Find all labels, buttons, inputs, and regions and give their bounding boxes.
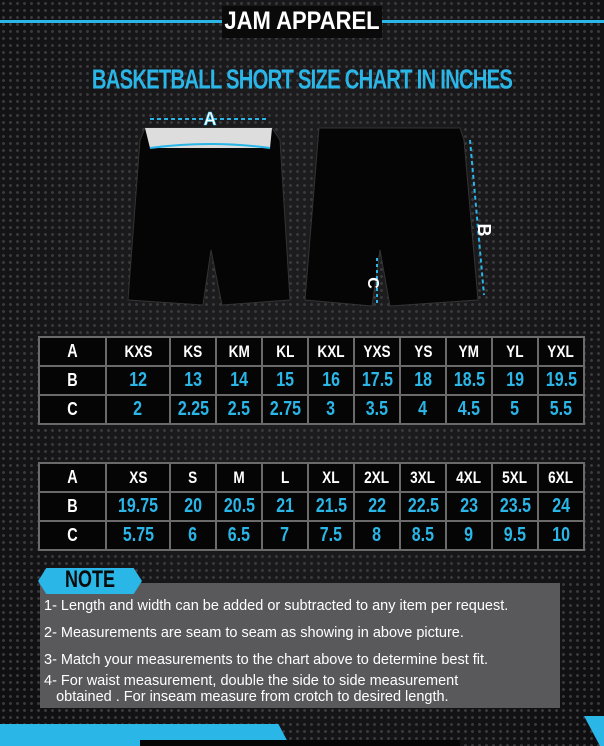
measurement-cell: 18.5 <box>445 365 493 396</box>
measurement-cell: 15 <box>261 365 309 396</box>
size-cell: KS <box>169 336 217 367</box>
measure-b-line <box>469 139 485 296</box>
size-table-adult: A XS S M L XL 2XL 3XL 4XL 5XL 6XL B 19.75 20 20.5 21 21.… <box>38 462 585 551</box>
measurement-cell: 22.5 <box>399 491 447 522</box>
measurement-cell: 20.5 <box>215 491 263 522</box>
brand-title: JAM APPAREL <box>224 6 380 35</box>
measurement-cell: 4 <box>399 394 447 425</box>
measurement-cell: 7.5 <box>307 520 355 551</box>
decor-bar <box>140 740 460 746</box>
size-cell: S <box>169 462 217 493</box>
measurement-cell: 13 <box>169 365 217 396</box>
measurement-cell: 16 <box>307 365 355 396</box>
measurement-cell: 19.5 <box>537 365 585 396</box>
note-label: NOTE <box>64 566 115 593</box>
size-cell: YM <box>445 336 493 367</box>
size-cell: XL <box>307 462 355 493</box>
size-cell: KXL <box>307 336 355 367</box>
table-row: C 5.75 6 6.5 7 7.5 8 8.5 9 9.5 10 <box>38 520 585 551</box>
measurement-cell: 8 <box>353 520 401 551</box>
label-b: B <box>474 224 494 237</box>
measurement-cell: 2 <box>105 394 171 425</box>
measurement-cell: 19.75 <box>105 491 171 522</box>
divider <box>0 20 230 23</box>
divider <box>374 20 604 23</box>
measurement-cell: 19 <box>491 365 539 396</box>
measurement-cell: 21.5 <box>307 491 355 522</box>
table-row: A KXS KS KM KL KXL YXS YS YM YL YXL <box>38 336 585 367</box>
measurement-cell: 17.5 <box>353 365 401 396</box>
label-c: C <box>364 277 381 289</box>
measurement-cell: 2.25 <box>169 394 217 425</box>
size-cell: KL <box>261 336 309 367</box>
size-cell: KM <box>215 336 263 367</box>
measurement-cell: 24 <box>537 491 585 522</box>
measurement-cell: 9 <box>445 520 493 551</box>
table-row: B 19.75 20 20.5 21 21.5 22 22.5 23 23.5 24 <box>38 491 585 522</box>
measurement-cell: 2.75 <box>261 394 309 425</box>
measurement-cell: 18 <box>399 365 447 396</box>
measurement-cell: 2.5 <box>215 394 263 425</box>
measurement-cell: 8.5 <box>399 520 447 551</box>
measurement-cell: 20 <box>169 491 217 522</box>
row-label: C <box>38 394 107 425</box>
measurement-cell: 14 <box>215 365 263 396</box>
measurement-cell: 4.5 <box>445 394 493 425</box>
table-row: B 12 13 14 15 16 17.5 18 18.5 19 19.5 <box>38 365 585 396</box>
size-cell: YXS <box>353 336 401 367</box>
brand-backdrop <box>222 6 382 38</box>
measurement-cell: 5 <box>491 394 539 425</box>
label-a: A <box>204 109 217 129</box>
shorts-front <box>127 127 291 306</box>
size-cell: 5XL <box>491 462 539 493</box>
measurement-cell: 7 <box>261 520 309 551</box>
page-title: BASKETBALL SHORT SIZE CHART IN INCHES <box>91 63 513 95</box>
measurement-cell: 3 <box>307 394 355 425</box>
measurement-cell: 23.5 <box>491 491 539 522</box>
table-row: C 2 2.25 2.5 2.75 3 3.5 4 4.5 5 5.5 <box>38 394 585 425</box>
measurement-cell: 5.75 <box>105 520 171 551</box>
note-item: 1- Length and width can be added or subt… <box>44 598 509 614</box>
measurement-cell: 6 <box>169 520 217 551</box>
size-cell: 3XL <box>399 462 447 493</box>
size-cell: M <box>215 462 263 493</box>
shorts-back <box>304 127 479 307</box>
shorts-diagram: A B C <box>127 109 494 307</box>
size-cell: XS <box>105 462 171 493</box>
size-cell: YXL <box>537 336 585 367</box>
measurement-cell: 12 <box>105 365 171 396</box>
size-cell: YS <box>399 336 447 367</box>
size-table-youth: A KXS KS KM KL KXL YXS YS YM YL YXL B 12 13 14 15 16 17.5… <box>38 336 585 425</box>
size-cell: 4XL <box>445 462 493 493</box>
measurement-cell: 21 <box>261 491 309 522</box>
size-cell: 2XL <box>353 462 401 493</box>
note-item: obtained . For inseam measure from crotc… <box>44 689 449 705</box>
size-cell: YL <box>491 336 539 367</box>
note-item: 3- Match your measurements to the chart … <box>44 652 489 668</box>
table-row: A XS S M L XL 2XL 3XL 4XL 5XL 6XL <box>38 462 585 493</box>
note-box <box>40 583 560 708</box>
measurement-cell: 9.5 <box>491 520 539 551</box>
size-cell: KXS <box>105 336 171 367</box>
row-label: B <box>38 365 107 396</box>
row-label: A <box>38 336 107 367</box>
measurement-cell: 10 <box>537 520 585 551</box>
measurement-cell: 5.5 <box>537 394 585 425</box>
row-label: B <box>38 491 107 522</box>
measurement-cell: 3.5 <box>353 394 401 425</box>
measurement-cell: 6.5 <box>215 520 263 551</box>
measurement-cell: 22 <box>353 491 401 522</box>
note-item: 2- Measurements are seam to seam as show… <box>44 625 464 641</box>
note-item: 4- For waist measurement, double the sid… <box>44 673 459 689</box>
size-cell: L <box>261 462 309 493</box>
row-label: C <box>38 520 107 551</box>
note-tab <box>38 568 142 594</box>
measurement-cell: 23 <box>445 491 493 522</box>
size-cell: 6XL <box>537 462 585 493</box>
row-label: A <box>38 462 107 493</box>
